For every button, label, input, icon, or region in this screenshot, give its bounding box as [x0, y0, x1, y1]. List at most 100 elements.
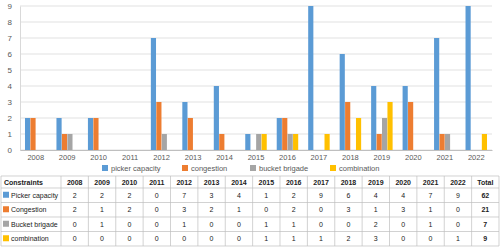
- grid-line: [20, 22, 492, 23]
- table-cell: 1: [237, 206, 241, 213]
- table-rule: [88, 176, 89, 246]
- bar: [230, 150, 235, 151]
- bar: [88, 118, 93, 150]
- y-tick-label: 7: [8, 34, 13, 43]
- table-rule: [143, 176, 144, 246]
- table-cell: 9: [319, 192, 323, 199]
- y-tick: 6: [8, 50, 20, 59]
- table-cell: 1: [374, 206, 378, 213]
- bar: [214, 86, 219, 150]
- table-rule: [197, 176, 198, 246]
- bar: [282, 118, 287, 150]
- table-year: 2008: [67, 179, 83, 186]
- x-tick-label: 2012: [153, 153, 170, 162]
- y-tick: 9: [8, 2, 20, 11]
- table-year: 2017: [313, 179, 329, 186]
- bar: [377, 134, 382, 150]
- table-row-label: Congestion: [11, 206, 47, 214]
- table-cell: 0: [456, 221, 460, 228]
- bar: [371, 86, 376, 150]
- bar: [308, 6, 313, 150]
- grid-line: [20, 6, 492, 7]
- legend-swatch: [330, 165, 336, 171]
- table-cell: 1: [429, 206, 433, 213]
- table-cell: 2: [210, 206, 214, 213]
- bar: [382, 118, 387, 150]
- bar: [345, 102, 350, 150]
- table-cell: 1: [264, 235, 268, 242]
- table-cell: 0: [210, 221, 214, 228]
- table-year: 2016: [286, 179, 302, 186]
- table-cell: 0: [155, 206, 159, 213]
- table-cell: 2: [127, 206, 131, 213]
- table-swatch: [3, 235, 9, 241]
- table-cell: 1: [319, 235, 323, 242]
- table-rule: [444, 176, 445, 246]
- table-total-header: Total: [477, 179, 493, 186]
- table-cell: 3: [210, 192, 214, 199]
- table-rule: [1, 176, 499, 177]
- table-total: 7: [483, 221, 487, 228]
- table-cell: 2: [292, 192, 296, 199]
- table-header: Constraints: [4, 179, 43, 186]
- bar: [482, 134, 487, 150]
- x-tick: 2012: [153, 150, 170, 162]
- bar: [262, 134, 267, 150]
- bar: [403, 86, 408, 150]
- x-tick-label: 2017: [311, 153, 328, 162]
- table-cell: 1: [429, 221, 433, 228]
- table-cell: 1: [292, 221, 296, 228]
- x-tick-label: 2018: [342, 153, 359, 162]
- y-tick: 4: [8, 82, 20, 91]
- table-cell: 0: [237, 221, 241, 228]
- table-cell: 0: [210, 235, 214, 242]
- table-cell: 2: [346, 235, 350, 242]
- table-year: 2012: [176, 179, 192, 186]
- bar: [119, 150, 124, 151]
- x-tick-label: 2010: [90, 153, 107, 162]
- legend-label: combination: [339, 164, 379, 173]
- grid-line: [20, 102, 492, 103]
- bar: [387, 102, 392, 150]
- bar: [277, 118, 282, 150]
- legend-swatch: [250, 165, 256, 171]
- bar: [193, 150, 198, 151]
- table-swatch: [3, 206, 9, 212]
- table-cell: 6: [346, 192, 350, 199]
- x-tick: 2021: [436, 150, 453, 162]
- table-cell: 0: [127, 221, 131, 228]
- y-tick-label: 4: [8, 82, 13, 91]
- y-tick: 5: [8, 66, 20, 75]
- y-axis-line: [20, 7, 21, 151]
- table-year: 2011: [149, 179, 164, 186]
- bar: [104, 150, 109, 151]
- y-tick: 7: [8, 34, 20, 43]
- y-tick-label: 1: [8, 130, 13, 139]
- table-cell: 0: [264, 206, 268, 213]
- table-cell: 0: [346, 221, 350, 228]
- legend: picker capacitycongestionbucket brigadec…: [102, 164, 379, 173]
- bar: [325, 134, 330, 150]
- table-cell: 3: [401, 206, 405, 213]
- table-rule: [225, 176, 226, 246]
- table-year: 2018: [341, 179, 357, 186]
- table-cell: 1: [100, 221, 104, 228]
- table-cell: 3: [374, 235, 378, 242]
- x-tick: 2018: [342, 150, 359, 162]
- table-cell: 2: [292, 206, 296, 213]
- table-row-label: Picker capacity: [11, 192, 59, 200]
- bar: [162, 134, 167, 150]
- table-year: 2013: [204, 179, 220, 186]
- table-year: 2014: [231, 179, 247, 186]
- y-tick-label: 3: [8, 98, 13, 107]
- bar: [30, 118, 35, 150]
- legend-label: bucket brigade: [259, 164, 308, 173]
- bar: [466, 6, 471, 150]
- grid: [20, 6, 492, 150]
- x-tick-label: 2011: [122, 153, 138, 162]
- x-tick-label: 2019: [374, 153, 391, 162]
- bar: [434, 38, 439, 150]
- bar: [356, 118, 361, 150]
- table-year: 2009: [94, 179, 110, 186]
- bar: [256, 134, 261, 150]
